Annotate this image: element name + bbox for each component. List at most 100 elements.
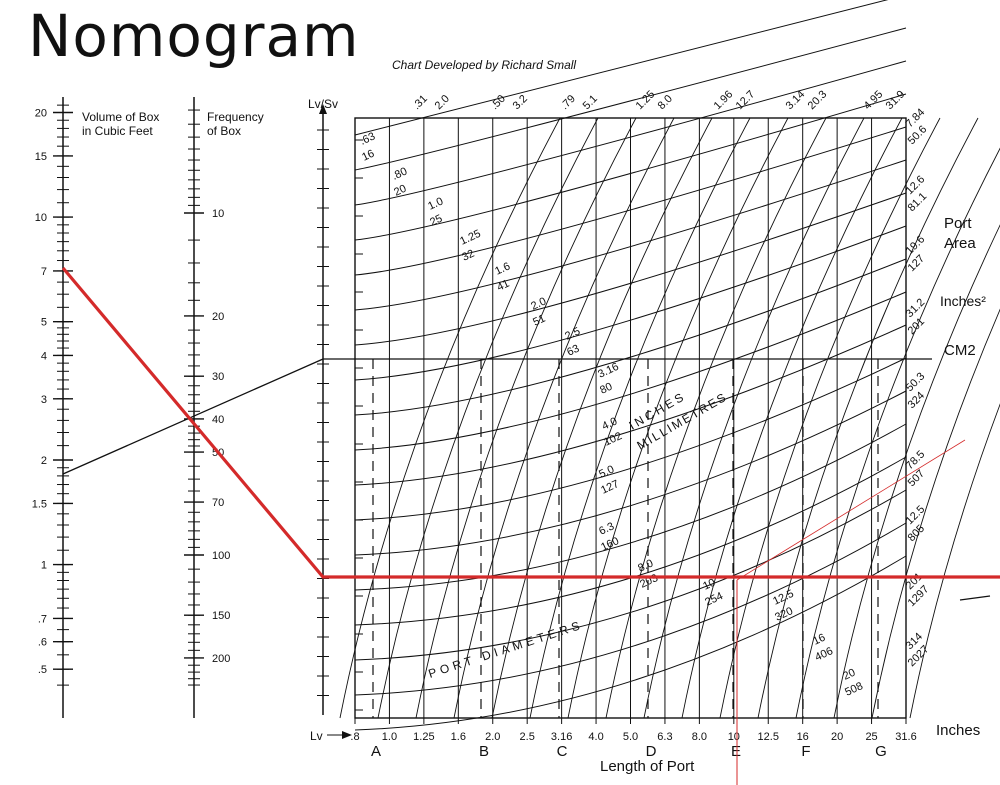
- port-area-curve: [377, 117, 599, 719]
- port-area-top-label-metric: 3.2: [511, 93, 530, 112]
- port-area-curve: [719, 117, 941, 719]
- volume-tick-label: .7: [38, 613, 47, 625]
- port-diameter-curve: [354, 225, 907, 381]
- port-area-top-label: .79: [559, 93, 578, 112]
- port-area-top-label-metric: 8.0: [656, 93, 675, 112]
- diameter-inch-label: 4.0: [600, 415, 619, 432]
- port-area-top-label-metric: 2.0: [433, 93, 452, 112]
- diameter-mm-label: 320: [773, 605, 795, 624]
- port-area-right-label-metric: 127: [906, 253, 927, 274]
- port-area-curve: [453, 117, 675, 719]
- diameter-inch-label: 6.3: [597, 520, 616, 537]
- diameter-mm-label: 16: [360, 148, 376, 164]
- frequency-tick-label: 20: [212, 311, 224, 323]
- length-tick-label: 31.6: [895, 731, 916, 743]
- chart-credit: Chart Developed by Richard Small: [392, 58, 577, 72]
- port-diameter-curve: [354, 60, 907, 206]
- port-diameter-curve: [354, 324, 907, 486]
- port-area-right-label-metric: 201: [906, 316, 927, 337]
- diameter-inch-label: .63: [358, 130, 377, 147]
- port-area-right-label: 31.2: [904, 296, 928, 320]
- port-diameter-curve: [354, 357, 907, 521]
- port-diameter-curve: [354, 291, 907, 451]
- port-diameter-curve: [354, 0, 889, 136]
- port-diameter-curve: [354, 126, 907, 276]
- port-area-top-label: 1.25: [634, 88, 658, 112]
- volume-tick-label: 1.5: [32, 498, 47, 510]
- port-area-curve: [909, 403, 1000, 719]
- frequency-label-line2: of Box: [207, 124, 242, 138]
- port-area-curve: [529, 117, 751, 719]
- length-tick-label: 6.3: [657, 731, 672, 743]
- frequency-tick-label: 150: [212, 610, 230, 622]
- length-tick-label: 8.0: [692, 731, 707, 743]
- diameter-mm-label: 508: [843, 680, 865, 699]
- port-diameter-curve: [354, 423, 907, 591]
- port-area-right-label-metric: 507: [906, 468, 927, 489]
- volume-label-line2: in Cubic Feet: [82, 124, 153, 138]
- diameter-inch-label: 1.0: [426, 195, 445, 212]
- port-area-top-label: 3.14: [784, 88, 808, 112]
- diameter-mm-label: 102: [602, 430, 624, 449]
- port-diameter-curve: [354, 159, 907, 311]
- diameter-inch-label: 1.6: [493, 260, 512, 277]
- frequency-tick-label: 10: [212, 208, 224, 220]
- frequency-tick-label: 100: [212, 550, 230, 562]
- volume-tick-label: 2: [41, 455, 47, 467]
- length-letter: B: [479, 743, 489, 760]
- volume-tick-label: 7: [41, 266, 47, 278]
- port-area-right-label: 12.5: [904, 503, 928, 527]
- port-area-top-label: 1.96: [712, 88, 736, 112]
- port-area-top-label: 4.95: [862, 88, 886, 112]
- port-diameter-curve: [354, 390, 907, 556]
- length-tick-label: 3.16: [551, 731, 572, 743]
- port-area-curve: [757, 117, 979, 719]
- port-area-curve: [339, 117, 561, 719]
- length-tick-label: 1.0: [382, 731, 397, 743]
- volume-tick-label: 20: [35, 108, 47, 120]
- port-area-right-label: 50.3: [904, 370, 928, 394]
- port-diameter-curve: [354, 93, 907, 241]
- diameter-mm-label: 127: [599, 478, 621, 497]
- length-tick-label: .8: [350, 731, 359, 743]
- lv-arrow: [342, 731, 352, 739]
- length-tick-label: 2.5: [520, 731, 535, 743]
- frequency-scale-label: Frequency of Box: [207, 110, 264, 138]
- length-axis-title: Length of Port: [600, 758, 695, 775]
- diameter-inch-label: .80: [390, 165, 409, 182]
- length-tick-label: 1.25: [413, 731, 434, 743]
- diameter-inch-label: 1.25: [458, 228, 482, 248]
- volume-tick-label: 4: [41, 350, 47, 362]
- diameter-inch-label: 2.0: [529, 295, 548, 312]
- length-unit-label: Inches: [936, 722, 981, 739]
- diameter-inch-label: 12.5: [771, 588, 795, 608]
- diameter-mm-label: 63: [565, 343, 581, 359]
- port-area-curve: [415, 117, 637, 719]
- port-area-curve: [605, 117, 827, 719]
- port-area-unit-inches: Inches²: [940, 293, 986, 309]
- port-area-top-label-metric: 31.9: [884, 88, 908, 112]
- stray-mark: [959, 595, 991, 601]
- length-tick-label: 5.0: [623, 731, 638, 743]
- diameter-inch-label: 3.16: [596, 361, 620, 381]
- diameter-inch-label: 8.0: [636, 557, 655, 574]
- red-construction-line: [61, 266, 1000, 579]
- port-area-right-label-metric: 324: [906, 390, 927, 411]
- diameter-mm-label: 406: [813, 645, 835, 664]
- volume-tick-label: 15: [35, 151, 47, 163]
- volume-tick-label: .5: [38, 664, 47, 676]
- port-area-unit-cm: CM2: [944, 342, 976, 359]
- port-area-curve: [871, 308, 1000, 719]
- volume-label-line1: Volume of Box: [82, 110, 160, 124]
- length-tick-label: 10: [728, 731, 740, 743]
- port-area-curve: [681, 117, 903, 719]
- lv-bottom-label: Lv: [310, 729, 323, 743]
- diameter-mm-label: 80: [598, 381, 614, 397]
- frequency-tick-label: 30: [212, 371, 224, 383]
- port-area-right-label: 19.6: [904, 233, 928, 257]
- length-tick-label: 16: [797, 731, 809, 743]
- port-area-curve: [491, 117, 713, 719]
- length-letter: A: [371, 743, 381, 760]
- port-area-top-label-metric: 20.3: [806, 88, 830, 112]
- length-tick-label: 1.6: [451, 731, 466, 743]
